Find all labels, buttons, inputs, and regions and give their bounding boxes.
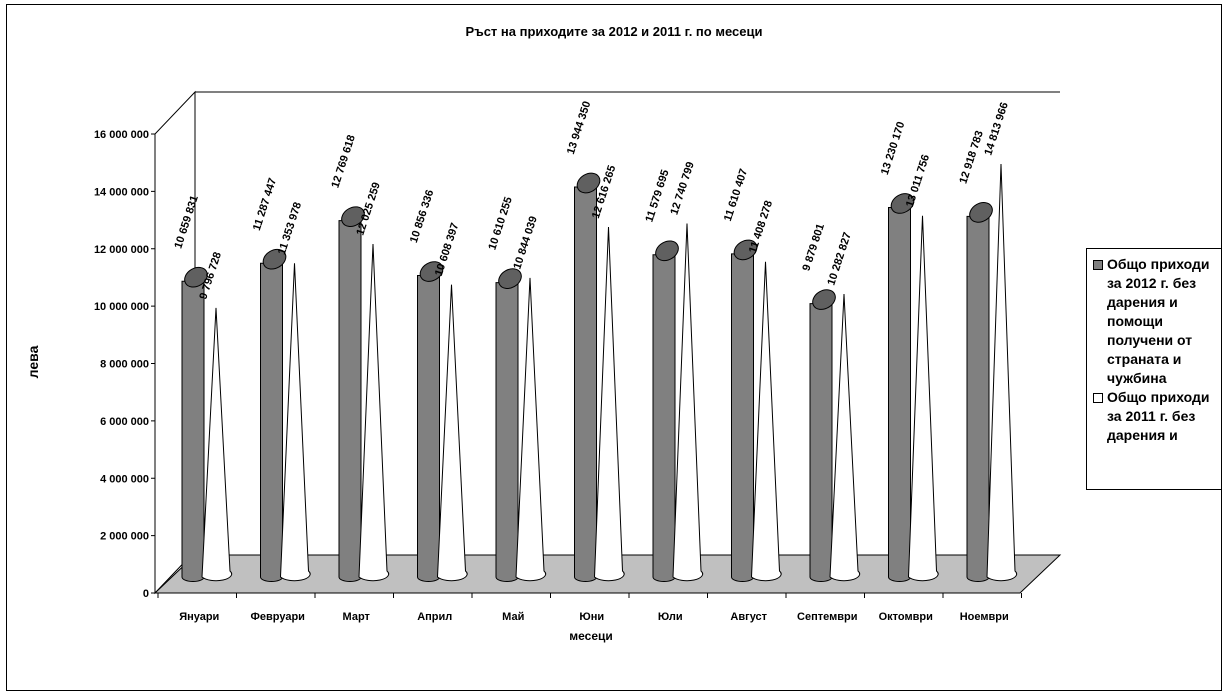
- x-tick-label: Септември: [797, 611, 857, 623]
- x-tick-label: Октомври: [879, 611, 933, 623]
- x-tick-label: Януари: [179, 611, 219, 623]
- bar-2012: [809, 303, 833, 582]
- bar-2012-top: [812, 289, 836, 310]
- data-label-2012: 10 856 336: [408, 188, 436, 244]
- y-axis-label: лева: [25, 345, 41, 378]
- bar-2012: [181, 280, 205, 582]
- legend-swatch-2012: [1093, 260, 1103, 270]
- x-tick-label: Февруари: [251, 611, 305, 623]
- bar-2012-top: [184, 266, 208, 288]
- bar-2012: [888, 206, 911, 582]
- data-label-2011: 13 011 756: [904, 153, 932, 208]
- x-tick-label: Юни: [579, 611, 604, 623]
- y-tick-label: 0: [143, 588, 149, 600]
- bar-2012-top: [576, 172, 601, 194]
- bar-2012-top: [262, 248, 287, 270]
- bar-2012: [574, 186, 597, 582]
- data-label-2012: 11 287 447: [251, 177, 279, 232]
- x-tick-label: Юли: [658, 611, 683, 623]
- bar-2012: [260, 262, 283, 582]
- chart-bars: [181, 164, 1018, 582]
- data-label-2012: 11 610 407: [722, 167, 750, 222]
- chart-title: Ръст на приходите за 2012 и 2011 г. по м…: [466, 24, 763, 39]
- bar-2011: [750, 261, 782, 582]
- y-tick-label: 12 000 000: [94, 244, 149, 256]
- legend-swatch-2011: [1093, 393, 1103, 403]
- bar-2011: [907, 215, 939, 582]
- y-tick-label: 10 000 000: [94, 301, 149, 313]
- data-label-2012: 13 230 170: [879, 120, 907, 176]
- bar-2012: [338, 220, 362, 582]
- legend-label-2011: Общо приходи за 2011 г. без дарения и: [1107, 389, 1210, 443]
- data-label-2011: 11 353 978: [276, 201, 304, 256]
- bar-2011: [436, 284, 468, 582]
- x-tick-label: Август: [730, 611, 767, 623]
- x-tick-label: Април: [417, 611, 452, 623]
- bar-2012: [966, 215, 990, 582]
- data-label-2011: 12 740 799: [668, 160, 696, 216]
- bar-2012-top: [733, 239, 758, 261]
- bar-2012: [495, 282, 519, 582]
- data-label-2012: 10 610 255: [486, 195, 514, 251]
- data-label-2012: 11 579 695: [643, 168, 671, 223]
- bar-2011: [986, 164, 1018, 582]
- legend-label-2012: Общо приходи за 2012 г. без дарения и по…: [1107, 256, 1210, 386]
- x-tick-label: Ноември: [960, 611, 1009, 623]
- bar-2012-top: [498, 268, 522, 289]
- data-label-2012: 13 944 350: [565, 100, 593, 156]
- data-label-2011: 10 282 827: [825, 231, 853, 287]
- bar-2011: [672, 223, 704, 582]
- bar-2012-top: [419, 261, 444, 282]
- bar-2011: [358, 244, 390, 582]
- x-axis-label: месеци: [569, 629, 613, 643]
- bar-2011: [829, 293, 861, 582]
- x-tick-label: Май: [502, 611, 524, 623]
- bar-2011: [515, 277, 547, 582]
- data-label-2012: 9 879 801: [800, 222, 827, 272]
- chart-axes: 0 2 000 000 4 000 000 6 000 000 8 000 000 10 …: [94, 129, 1022, 623]
- data-label-2011: 10 608 397: [433, 222, 461, 278]
- bar-2012: [417, 275, 440, 582]
- bar-2011: [201, 307, 233, 582]
- bar-2012-top: [969, 202, 993, 223]
- bar-2012-top: [890, 193, 915, 214]
- y-tick-label: 6 000 000: [100, 416, 149, 428]
- y-tick-label: 14 000 000: [94, 186, 149, 198]
- data-label-2012: 12 769 618: [329, 134, 357, 190]
- bar-2012-top: [655, 240, 679, 262]
- bar-2011: [279, 263, 311, 582]
- data-label-2011: 10 844 039: [511, 215, 539, 271]
- bar-2012: [652, 254, 676, 582]
- x-tick-label: Март: [343, 611, 371, 623]
- y-tick-label: 16 000 000: [94, 129, 149, 141]
- bar-2011: [593, 227, 625, 582]
- data-label-2012: 12 918 783: [957, 129, 985, 185]
- legend-item-2012: Общо приходи за 2012 г. без дарения и по…: [1093, 255, 1217, 388]
- bar-2012-top: [341, 206, 365, 228]
- y-tick-label: 8 000 000: [100, 359, 149, 371]
- y-tick-label: 2 000 000: [100, 531, 149, 543]
- chart-legend: Общо приходи за 2012 г. без дарения и по…: [1086, 248, 1222, 490]
- legend-item-2011: Общо приходи за 2011 г. без дарения и: [1093, 388, 1217, 445]
- bar-2012: [731, 253, 754, 582]
- data-label-2011: 14 813 966: [982, 101, 1010, 157]
- y-tick-label: 4 000 000: [100, 473, 149, 485]
- data-label-2011: 11 408 278: [747, 199, 775, 254]
